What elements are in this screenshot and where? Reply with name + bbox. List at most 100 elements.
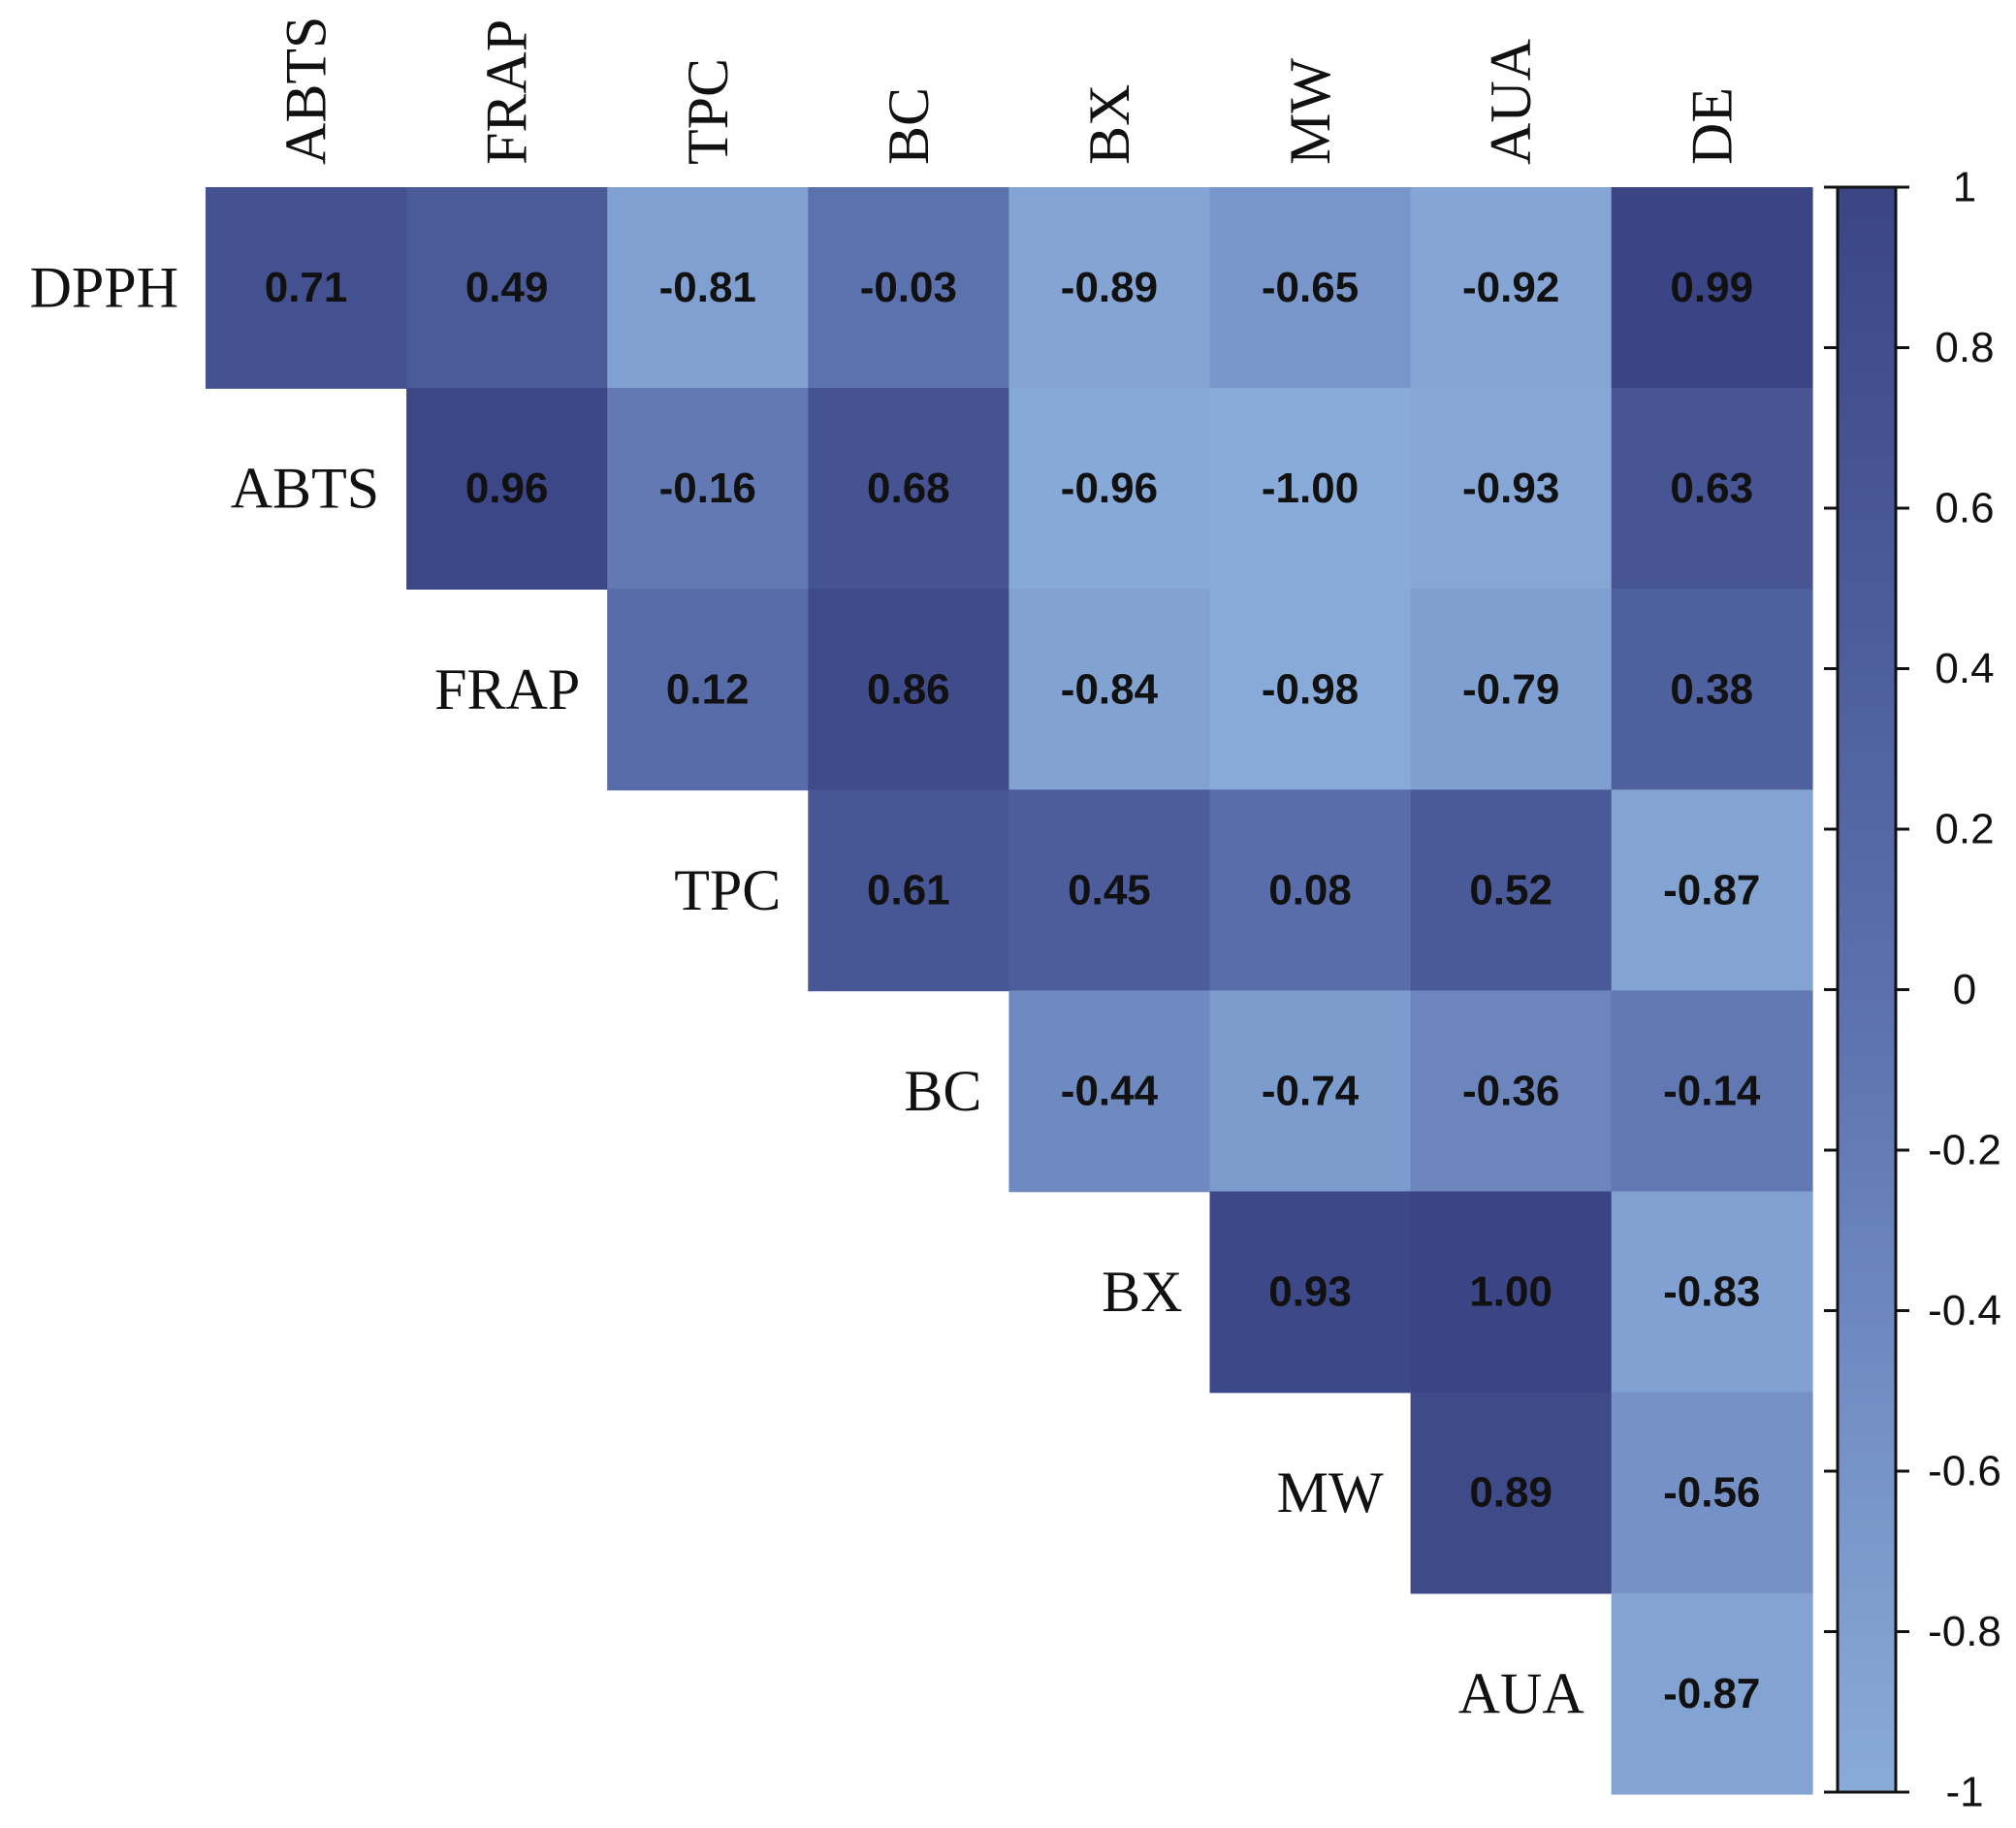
heatmap-cell (1410, 589, 1613, 791)
heatmap-cell (1611, 990, 1813, 1193)
heatmap-cell (607, 187, 810, 389)
row-label: BC (904, 1059, 981, 1123)
cell-value-label: -0.87 (1663, 866, 1760, 914)
heatmap-cell (1209, 388, 1412, 590)
cell-value-label: 0.99 (1670, 264, 1753, 311)
cell-value-label: 0.12 (666, 665, 750, 713)
cell-value-label: -0.14 (1663, 1067, 1761, 1114)
heatmap-cell (1209, 1191, 1412, 1394)
column-label: AUA (1479, 39, 1543, 165)
colorbar-tick-label: 0.2 (1935, 806, 1994, 853)
cell-value-label: 0.68 (867, 465, 950, 512)
cell-value-label: -0.16 (659, 465, 756, 512)
cell-value-label: 0.86 (867, 665, 950, 713)
row-label: DPPH (30, 256, 178, 320)
column-labels: ABTS FRAP TPC BC BX MW AUA DE (274, 16, 1744, 165)
row-labels: DPPH ABTS FRAP TPC BC BX MW AUA (30, 256, 1584, 1726)
cell-value-label: -0.03 (860, 264, 957, 311)
column-label: FRAP (475, 19, 539, 165)
cell-value-label: -0.98 (1262, 665, 1359, 713)
heatmap-cell (607, 589, 810, 791)
heatmap-cell (1410, 1392, 1613, 1594)
colorbar-tick-label: 0.4 (1935, 645, 1994, 692)
heatmap-cell (1611, 187, 1813, 389)
heatmap-cell (808, 388, 1010, 590)
colorbar-ticks: 1 0.8 0.6 0.4 0.2 0 -0.2 -0.4 -0.6 -0.8 -1 (1824, 164, 2001, 1816)
cell-value-label: -0.84 (1061, 665, 1159, 713)
cell-value-label: 0.96 (465, 465, 549, 512)
colorbar-tick-label: -0.4 (1928, 1287, 2001, 1334)
cell-value-label: -0.74 (1262, 1067, 1360, 1114)
colorbar-tick-label: -0.2 (1928, 1127, 2001, 1174)
cell-value-label: -0.87 (1663, 1670, 1760, 1717)
heatmap-cell (1008, 589, 1211, 791)
row-label: FRAP (434, 657, 580, 722)
heatmap-cell (1209, 789, 1412, 992)
heatmap-cell (206, 187, 407, 389)
colorbar-tick-label: -0.6 (1928, 1448, 2001, 1495)
row-label: MW (1277, 1460, 1384, 1524)
heatmap-cell (1611, 1392, 1813, 1594)
heatmap-cell (406, 388, 608, 590)
cell-value-label: -1.00 (1262, 465, 1359, 512)
cell-value-label: 1.00 (1469, 1268, 1552, 1316)
cell-value-label: -0.65 (1262, 264, 1359, 311)
heatmap-cell (1209, 990, 1412, 1193)
heatmap-cell (808, 589, 1010, 791)
cell-value-label: 0.89 (1469, 1469, 1552, 1517)
heatmap-cell (1410, 990, 1613, 1193)
heatmap-cell (1209, 187, 1412, 389)
cell-value-label: -0.36 (1462, 1067, 1559, 1114)
column-label: DE (1680, 87, 1744, 165)
cell-value-label: 0.61 (867, 866, 950, 914)
cell-value-label: 0.63 (1670, 465, 1753, 512)
colorbar: 1 0.8 0.6 0.4 0.2 0 -0.2 -0.4 -0.6 -0.8 -1 (1824, 164, 2001, 1816)
row-label: ABTS (231, 457, 379, 521)
heatmap-cell (1008, 990, 1211, 1193)
cell-value-label: 0.45 (1068, 866, 1151, 914)
heatmap-cell (1611, 388, 1813, 590)
cell-value-label: 0.38 (1670, 665, 1753, 713)
row-label: AUA (1458, 1661, 1584, 1725)
cell-value-label: 0.52 (1469, 866, 1552, 914)
heatmap-cells: 0.71 0.49 -0.81 -0.03 -0.89 -0.65 -0.92 0.99 0.9… (206, 187, 1813, 1795)
colorbar-tick-label: -0.8 (1928, 1608, 2001, 1655)
heatmap-cell (406, 187, 608, 389)
cell-value-label: -0.81 (659, 264, 756, 311)
cell-value-label: -0.96 (1061, 465, 1158, 512)
cell-value-label: -0.79 (1462, 665, 1559, 713)
column-label: ABTS (274, 16, 338, 165)
cell-value-label: 0.08 (1268, 866, 1352, 914)
heatmap-cell (1611, 789, 1813, 992)
heatmap-cell (1410, 1191, 1613, 1394)
colorbar-tick-label: 0.6 (1935, 485, 1994, 532)
cell-value-label: -0.92 (1462, 264, 1559, 311)
cell-value-label: -0.93 (1462, 465, 1559, 512)
heatmap-cell (1008, 187, 1211, 389)
heatmap-cell (1410, 388, 1613, 590)
cell-value-label: -0.56 (1663, 1469, 1760, 1517)
colorbar-gradient (1836, 185, 1898, 1794)
column-label: BC (877, 87, 941, 165)
row-label: BX (1102, 1260, 1182, 1324)
heatmap-cell (1008, 388, 1211, 590)
heatmap-cell (607, 388, 810, 590)
heatmap-cell (1611, 589, 1813, 791)
heatmap-cell (1410, 789, 1613, 992)
colorbar-tick-label: 0.8 (1935, 324, 1994, 371)
cell-value-label: -0.44 (1061, 1067, 1159, 1114)
heatmap-cell (1209, 589, 1412, 791)
column-label: TPC (676, 58, 740, 165)
colorbar-tick-label: 1 (1953, 164, 1976, 211)
colorbar-tick-label: -1 (1945, 1769, 1983, 1816)
heatmap-cell (808, 187, 1010, 389)
heatmap-cell (1410, 187, 1613, 389)
colorbar-tick-label: 0 (1953, 966, 1976, 1013)
heatmap-cell (1008, 789, 1211, 992)
heatmap-cell (808, 789, 1010, 992)
cell-value-label: -0.83 (1663, 1268, 1760, 1316)
cell-value-label: -0.89 (1061, 264, 1158, 311)
cell-value-label: 0.71 (265, 264, 348, 311)
column-label: MW (1278, 58, 1342, 165)
